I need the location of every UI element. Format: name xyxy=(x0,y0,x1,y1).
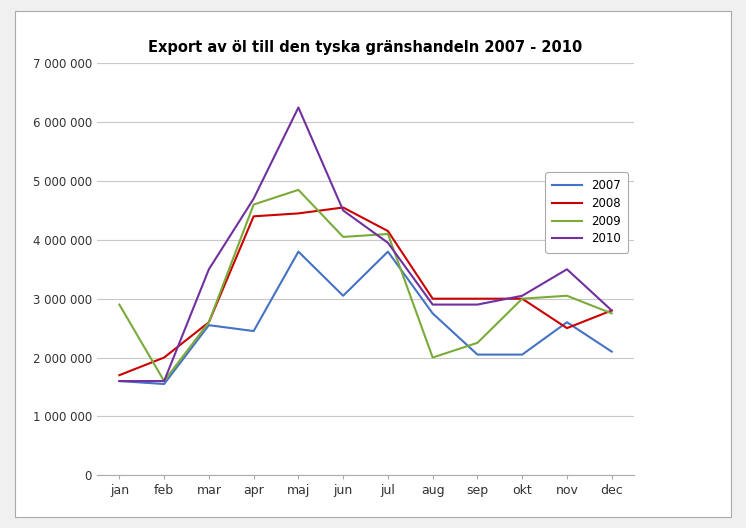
2008 xyxy=(160,354,169,361)
Line: 2010: 2010 xyxy=(119,108,612,381)
Title: Export av öl till den tyska gränshandeln 2007 - 2010: Export av öl till den tyska gränshandeln… xyxy=(148,40,583,55)
2007 xyxy=(339,293,348,299)
2008 xyxy=(383,228,392,234)
2009 xyxy=(383,231,392,237)
2007 xyxy=(473,352,482,358)
2008 xyxy=(428,296,437,302)
2007 xyxy=(518,352,527,358)
2010 xyxy=(383,240,392,246)
2007 xyxy=(249,328,258,334)
2008 xyxy=(473,296,482,302)
2007 xyxy=(160,381,169,387)
2010 xyxy=(428,301,437,308)
2009 xyxy=(518,296,527,302)
2008 xyxy=(339,204,348,211)
2008 xyxy=(607,307,616,314)
2009 xyxy=(204,319,213,325)
2008 xyxy=(518,296,527,302)
2010 xyxy=(160,378,169,384)
2009 xyxy=(294,187,303,193)
2010 xyxy=(294,105,303,111)
2010 xyxy=(562,266,571,272)
Line: 2008: 2008 xyxy=(119,208,612,375)
Line: 2009: 2009 xyxy=(119,190,612,381)
2010 xyxy=(518,293,527,299)
2010 xyxy=(473,301,482,308)
2009 xyxy=(115,301,124,308)
2007 xyxy=(562,319,571,325)
2009 xyxy=(562,293,571,299)
2010 xyxy=(607,307,616,314)
2009 xyxy=(249,201,258,208)
2009 xyxy=(339,234,348,240)
2010 xyxy=(204,266,213,272)
2007 xyxy=(607,348,616,355)
2008 xyxy=(249,213,258,220)
2010 xyxy=(339,208,348,214)
2009 xyxy=(473,340,482,346)
2008 xyxy=(562,325,571,331)
2009 xyxy=(160,378,169,384)
2009 xyxy=(607,310,616,317)
2007 xyxy=(383,249,392,255)
Legend: 2007, 2008, 2009, 2010: 2007, 2008, 2009, 2010 xyxy=(545,172,628,252)
2008 xyxy=(115,372,124,379)
Line: 2007: 2007 xyxy=(119,252,612,384)
2010 xyxy=(115,378,124,384)
2008 xyxy=(204,319,213,325)
2007 xyxy=(115,378,124,384)
2009 xyxy=(428,354,437,361)
2007 xyxy=(428,310,437,317)
2010 xyxy=(249,195,258,202)
2007 xyxy=(294,249,303,255)
2007 xyxy=(204,322,213,328)
2008 xyxy=(294,210,303,216)
